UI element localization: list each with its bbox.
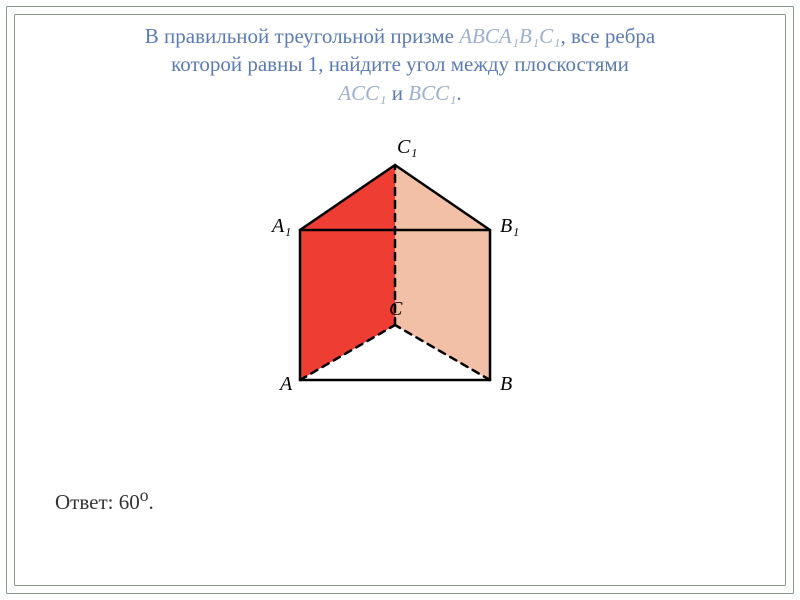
svg-text:B₁: B₁ (500, 215, 519, 237)
svg-text:C: C (389, 298, 403, 320)
title-line3-end: . (456, 81, 461, 105)
svg-text:B: B (500, 373, 512, 395)
title-line3-mid: и (387, 81, 409, 105)
title-line3-m1: ACC₁ (338, 81, 386, 105)
svg-text:A: A (278, 373, 293, 395)
answer-text: Ответ: 60o. (55, 485, 154, 515)
title-line1-math: ABCA₁B₁C₁ (459, 24, 560, 48)
prism-svg: A B C A₁ B₁ C₁ (260, 130, 540, 410)
title-line1-pre: В правильной треугольной призме (145, 24, 459, 48)
title-line2: которой равны 1, найдите угол между плос… (171, 52, 629, 76)
svg-text:A₁: A₁ (270, 215, 291, 237)
answer-period: . (148, 490, 153, 514)
title-line3-m2: BCC₁ (408, 81, 456, 105)
answer-label: Ответ: 60 (55, 490, 140, 514)
slide: В правильной треугольной призме A B C A₁ B₁ C… (0, 0, 800, 600)
prism-diagram: A B C A₁ B₁ C₁ (260, 130, 540, 410)
problem-title: В правильной треугольной призме ABCA₁B₁C… (50, 22, 750, 107)
svg-text:C₁: C₁ (397, 136, 417, 158)
title-line1-post: , все ребра (560, 24, 655, 48)
